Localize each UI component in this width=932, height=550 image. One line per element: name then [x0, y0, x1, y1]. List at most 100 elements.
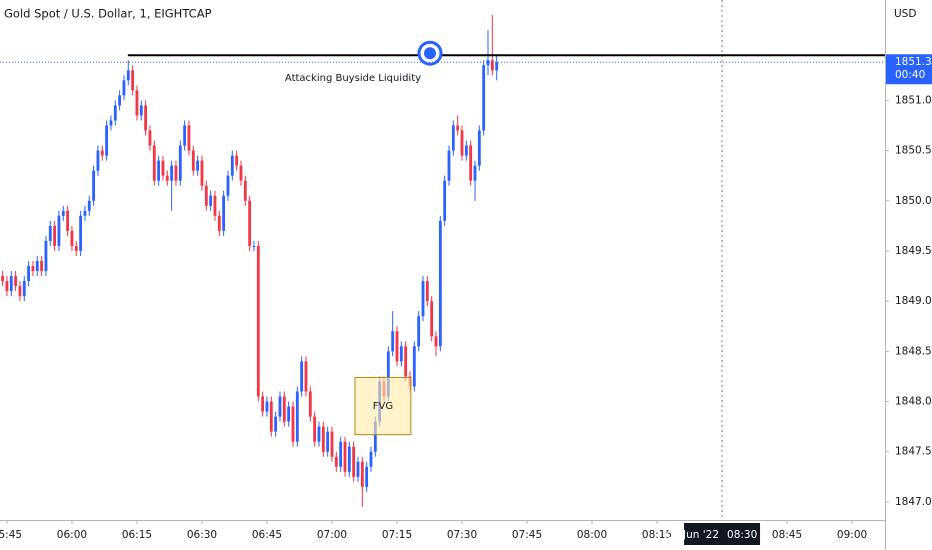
candle-body [235, 155, 239, 166]
candle-body [53, 225, 57, 246]
candle-body [460, 130, 464, 156]
candle-body [100, 150, 104, 156]
candle-body [443, 180, 447, 221]
x-tick-label: 06:00 [57, 529, 87, 541]
candle-body [317, 426, 321, 442]
candle-body [252, 245, 256, 247]
candle-body [269, 401, 273, 432]
candle-body [79, 215, 83, 251]
candle-body [456, 125, 460, 131]
candle-body [135, 90, 139, 116]
candle-body [386, 351, 390, 397]
candle-body [31, 266, 35, 272]
y-tick-label: 1850.00 [895, 195, 932, 207]
candle-body [152, 145, 156, 181]
y-tick-label: 1850.50 [895, 145, 932, 157]
candle-body [295, 391, 299, 442]
candle-body [213, 195, 217, 216]
candle-body [61, 210, 65, 216]
candle-body [200, 160, 204, 186]
candle-body [191, 150, 195, 171]
candle-body [209, 195, 213, 206]
candle-body [126, 70, 130, 81]
crosshair-time: 08:30 [727, 529, 757, 541]
x-tick-label: 06:45 [252, 529, 282, 541]
x-tick-label: 07:30 [447, 529, 477, 541]
candle-body [425, 281, 429, 302]
candle-body [22, 281, 26, 297]
candle-body [343, 441, 347, 472]
eye-icon-dot [424, 47, 436, 60]
candle-body [57, 215, 61, 246]
candle-body [339, 441, 343, 467]
candle-body [391, 331, 395, 352]
candle-body [5, 281, 9, 292]
x-tick-label: 08:45 [772, 529, 802, 541]
candle-body [27, 266, 31, 282]
candle-body [287, 406, 291, 422]
candle-body [118, 95, 122, 106]
candle-body [40, 261, 44, 272]
y-tick-label: 1847.50 [895, 446, 932, 458]
candle-body [473, 165, 477, 181]
candle-body [92, 170, 96, 201]
candle-body [87, 200, 91, 211]
candle-body [174, 165, 178, 181]
candle-body [148, 130, 152, 146]
candle-body [131, 70, 135, 91]
candle-body [399, 346, 403, 362]
y-tick-label: 1849.00 [895, 295, 932, 307]
candle-body [291, 406, 295, 442]
candle-body [35, 261, 39, 272]
y-tick-label: 1847.00 [895, 496, 932, 508]
candle-body [421, 281, 425, 317]
candle-body [326, 431, 330, 452]
y-tick-label: 1851.00 [895, 94, 932, 106]
candle-body [334, 456, 338, 467]
candle-body [222, 195, 226, 231]
candle-body [243, 180, 247, 201]
candle-body [321, 426, 325, 452]
candle-body [196, 160, 200, 171]
candle-body [282, 396, 286, 422]
x-tick-label: 07:00 [317, 529, 347, 541]
candle-body [109, 120, 113, 126]
candle-body [304, 361, 308, 392]
candle-body [373, 421, 377, 452]
candle-body [48, 225, 52, 241]
candle-body [451, 125, 455, 151]
candle-body [261, 396, 265, 412]
candle-body [226, 175, 230, 196]
candle-body [96, 150, 100, 171]
candle-body [178, 145, 182, 181]
candle-body [308, 391, 312, 417]
fvg-box [354, 376, 412, 436]
x-tick-label: 05:45 [0, 529, 22, 541]
candle-body [482, 65, 486, 131]
candle-body [430, 301, 434, 337]
liquidity-label: Attacking Buyside Liquidity [285, 73, 421, 84]
candle-body [9, 276, 13, 292]
candle-body [105, 125, 109, 156]
crosshair-label-box [684, 523, 761, 545]
candle-body [477, 130, 481, 166]
candle-body [469, 145, 473, 181]
x-tick-label: 06:30 [187, 529, 217, 541]
candle-body [365, 466, 369, 487]
candle-body [360, 461, 364, 487]
candle-body [165, 175, 169, 181]
candle-body [248, 200, 252, 246]
x-tick-label: 07:45 [512, 529, 542, 541]
candle-body [157, 160, 161, 181]
candle-body [313, 416, 317, 442]
candle-body [144, 105, 148, 131]
candle-body [113, 105, 117, 121]
candle-body [187, 125, 191, 151]
x-tick-label: 09:00 [837, 529, 867, 541]
candle-body [434, 336, 438, 347]
candle-body [274, 416, 278, 432]
candle-body [356, 461, 360, 477]
y-tick-label: 1848.00 [895, 396, 932, 408]
